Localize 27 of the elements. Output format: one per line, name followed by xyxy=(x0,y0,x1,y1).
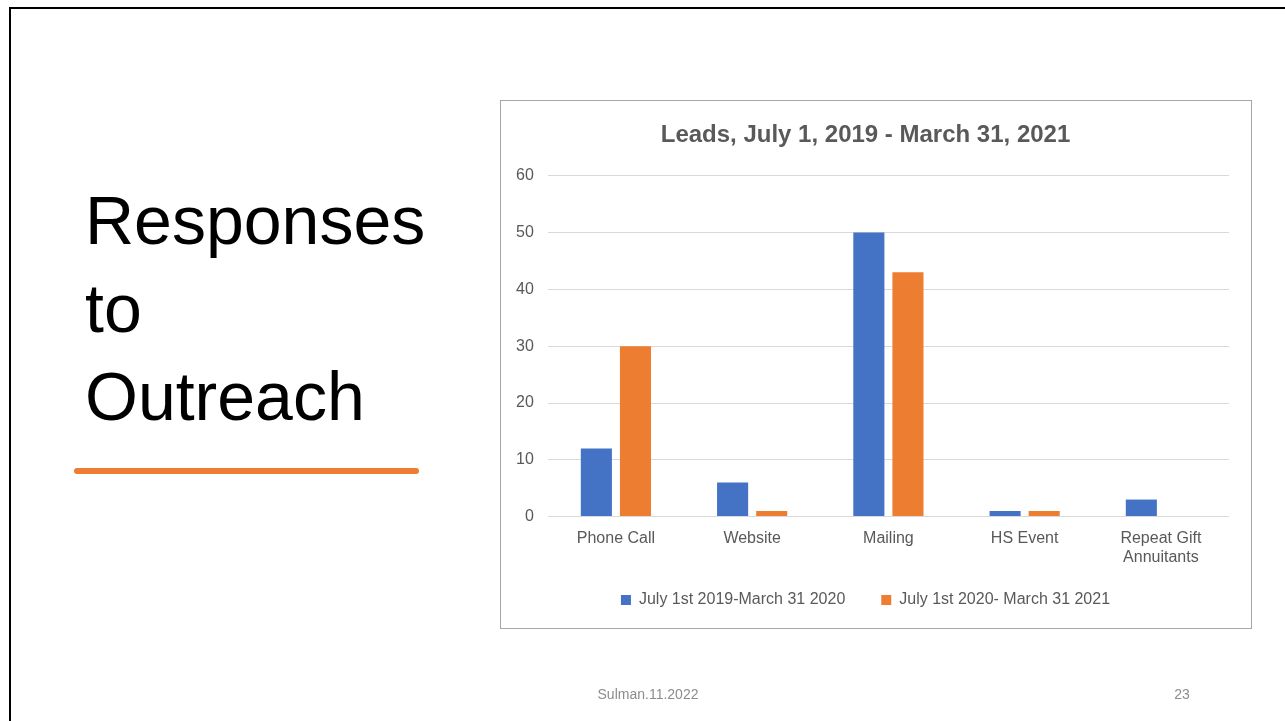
bar xyxy=(756,510,788,517)
bar xyxy=(989,510,1021,517)
x-tick-label: Mailing xyxy=(863,528,914,546)
bar xyxy=(1125,499,1157,517)
y-tick-label: 0 xyxy=(524,507,534,525)
bar xyxy=(580,448,612,517)
y-tick-label: 20 xyxy=(516,393,534,411)
text: Sulman.11.2022 xyxy=(596,686,700,702)
chart-subtitle: Leads, July 1, 2019 - March 31, 2021 xyxy=(660,120,1071,148)
x-tick-label: Website xyxy=(723,528,782,546)
x-tick-label: Phone Call xyxy=(576,528,656,546)
x-tick-label: Repeat Gift Annuitants xyxy=(1120,528,1202,565)
text: 23 xyxy=(1173,686,1191,702)
y-tick-label: 10 xyxy=(516,450,534,468)
bar xyxy=(853,232,885,517)
y-tick-label: 50 xyxy=(516,223,534,241)
y-tick-label: 40 xyxy=(516,279,534,297)
x-tick-label: HS Event xyxy=(990,528,1059,546)
bar xyxy=(619,346,652,517)
bar xyxy=(1028,510,1060,517)
legend-label: July 1st 2019-March 31 2020 xyxy=(638,590,846,608)
text: Responses to Outreach xyxy=(85,181,426,436)
bar xyxy=(892,272,924,517)
y-tick-label: 30 xyxy=(516,336,534,354)
legend-label: July 1st 2020- March 31 2021 xyxy=(899,590,1111,608)
y-tick-label: 60 xyxy=(516,166,534,184)
bar xyxy=(717,482,749,517)
